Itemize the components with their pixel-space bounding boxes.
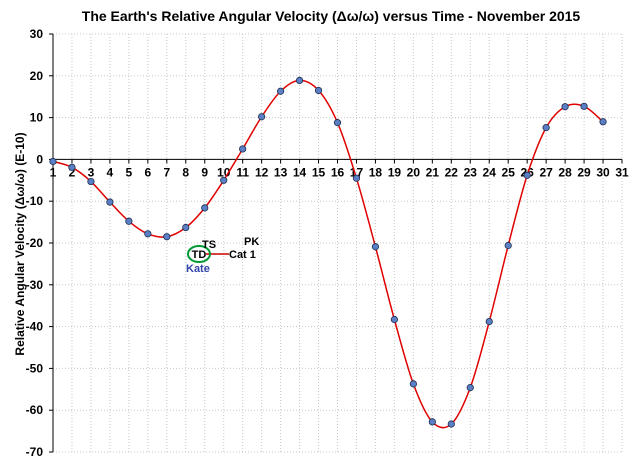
y-axis-label: Relative Angular Velocity (Δω/ω) (E-10) (13, 132, 27, 355)
data-point-11 (258, 113, 266, 121)
x-tick-label-18: 19 (388, 165, 402, 179)
annotation-td: TD (192, 249, 207, 261)
data-point-21 (447, 420, 455, 428)
y-tick-label-4: -10 (26, 194, 44, 208)
y-tick-label-6: -30 (26, 278, 44, 292)
axes (49, 33, 623, 453)
x-tick-label-26: 27 (539, 165, 553, 179)
x-tick-label-1: 2 (69, 165, 76, 179)
data-point-19 (409, 380, 417, 388)
x-tick-label-22: 23 (464, 165, 478, 179)
data-point-4 (125, 217, 133, 225)
annotation-pk: PK (244, 236, 259, 248)
data-point-17 (371, 243, 380, 251)
data-point-24 (504, 241, 512, 250)
x-tick-label-23: 24 (483, 165, 497, 179)
x-tick-label-14: 15 (312, 165, 326, 179)
data-point-25 (523, 171, 531, 179)
data-point-5 (144, 230, 152, 238)
x-tick-label-13: 14 (293, 165, 307, 179)
annotation-storm-name: Kate (186, 263, 210, 275)
data-point-15 (333, 119, 342, 127)
x-tick-label-4: 5 (126, 165, 133, 179)
data-point-23 (485, 317, 493, 326)
x-tick-label-20: 21 (426, 165, 440, 179)
x-tick-label-27: 28 (558, 165, 572, 179)
x-tick-label-2: 3 (88, 165, 95, 179)
y-tick-label-10: -70 (26, 445, 44, 459)
y-tick-label-1: 20 (30, 69, 44, 83)
data-point-9 (220, 176, 228, 184)
td-circle (187, 245, 211, 263)
y-tick-label-8: -50 (26, 361, 44, 375)
chart-title: The Earth's Relative Angular Velocity (Δ… (82, 8, 581, 24)
x-tick-label-15: 16 (331, 165, 345, 179)
x-tick-label-30: 31 (615, 165, 629, 179)
x-tick-label-17: 18 (369, 165, 383, 179)
x-tick-label-8: 9 (201, 165, 208, 179)
data-point-22 (466, 384, 474, 392)
data-point-12 (276, 87, 285, 95)
x-tick-label-5: 6 (144, 165, 151, 179)
y-tick-label-5: -20 (26, 236, 44, 250)
grid (52, 33, 623, 453)
data-point-3 (106, 198, 114, 206)
x-tick-label-6: 7 (163, 165, 170, 179)
data-point-16 (352, 174, 361, 182)
data-point-2 (87, 177, 95, 186)
x-tick-label-11: 12 (255, 165, 269, 179)
data-point-0 (49, 157, 57, 166)
data-point-14 (314, 86, 323, 95)
annotation-ts: TS (202, 239, 216, 251)
x-tick-label-12: 13 (274, 165, 288, 179)
data-point-27 (561, 103, 569, 111)
data-point-1 (68, 163, 76, 171)
y-tick-label-9: -60 (26, 403, 44, 417)
data-point-26 (542, 124, 550, 132)
x-tick-label-19: 20 (407, 165, 421, 179)
data-point-28 (580, 102, 588, 110)
x-tick-label-28: 29 (577, 165, 591, 179)
x-tick-label-29: 30 (596, 165, 610, 179)
y-tick-label-7: -40 (26, 320, 44, 334)
data-point-6 (163, 233, 171, 241)
y-tick-label-2: 10 (30, 111, 44, 125)
data-point-10 (239, 145, 247, 153)
data-point-29 (599, 118, 607, 126)
y-tick-label-3: 0 (36, 152, 43, 166)
storm-annotation: TD TS PK Cat 1 Kate (186, 236, 259, 275)
data-point-8 (201, 204, 209, 212)
x-tick-label-10: 11 (236, 165, 249, 179)
x-tick-label-24: 25 (502, 165, 516, 179)
data-point-18 (390, 315, 398, 324)
data-point-20 (428, 418, 436, 426)
x-tick-label-3: 4 (107, 165, 114, 179)
annotation-cat1: Cat 1 (229, 249, 256, 261)
x-tick-label-21: 22 (445, 165, 459, 179)
x-tick-label-7: 8 (182, 165, 189, 179)
x-tick-label-0: 1 (50, 165, 57, 179)
data-point-13 (295, 76, 304, 84)
data-points (49, 76, 607, 428)
y-tick-label-0: 30 (30, 27, 44, 41)
data-point-7 (182, 223, 190, 232)
